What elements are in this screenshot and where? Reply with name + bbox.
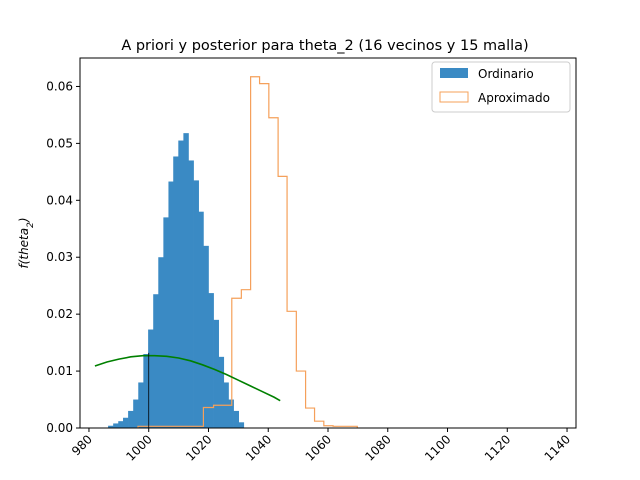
legend-label-ordinario: Ordinario [478,67,534,81]
y-tick-label: 0.06 [46,79,73,93]
bar-ordinario [163,217,169,428]
series-prior-curve [94,354,281,402]
y-tick-label: 0.01 [46,364,73,378]
chart-title: A priori y posterior para theta_2 (16 ve… [121,38,528,54]
bar-ordinario [113,423,119,428]
y-tick-label: 0.00 [46,421,73,435]
bar-ordinario [153,294,159,428]
y-tick-label: 0.05 [46,136,73,150]
bar-ordinario [193,180,199,428]
bar-ordinario [133,399,139,428]
bar-ordinario [198,211,204,428]
axes-frame [79,57,577,429]
bar-ordinario [143,354,149,428]
legend-swatch-aproximado [439,91,469,103]
bar-ordinario [138,382,144,428]
plot-area [94,76,358,429]
y-axis: 0.00 0.01 0.02 0.03 0.04 0.05 0.06 [46,79,80,435]
bar-ordinario [148,329,154,428]
bar-ordinario [123,417,129,428]
y-tick-label: 0.04 [46,193,73,207]
y-tick-label: 0.02 [46,307,73,321]
bar-ordinario [213,319,219,428]
bar-ordinario [108,425,114,428]
legend: Ordinario Aproximado [431,61,571,113]
bar-ordinario [233,410,240,428]
bar-ordinario [183,133,189,428]
y-axis-label: f(theta2) [17,217,36,268]
bar-ordinario [173,156,179,428]
bar-ordinario [228,399,234,428]
legend-label-aproximado: Aproximado [478,91,550,105]
bar-ordinario [178,140,184,429]
bar-ordinario [158,257,164,428]
bar-ordinario [238,422,245,428]
series-aproximado-step [137,76,358,428]
bar-ordinario [203,245,209,428]
y-tick-label: 0.03 [46,250,73,264]
bar-ordinario [218,356,225,428]
bar-ordinario [118,421,124,428]
bar-ordinario [208,293,214,428]
bar-ordinario [128,410,134,428]
bar-ordinario [188,160,194,428]
legend-swatch-ordinario [440,68,468,78]
bar-ordinario [168,181,174,428]
